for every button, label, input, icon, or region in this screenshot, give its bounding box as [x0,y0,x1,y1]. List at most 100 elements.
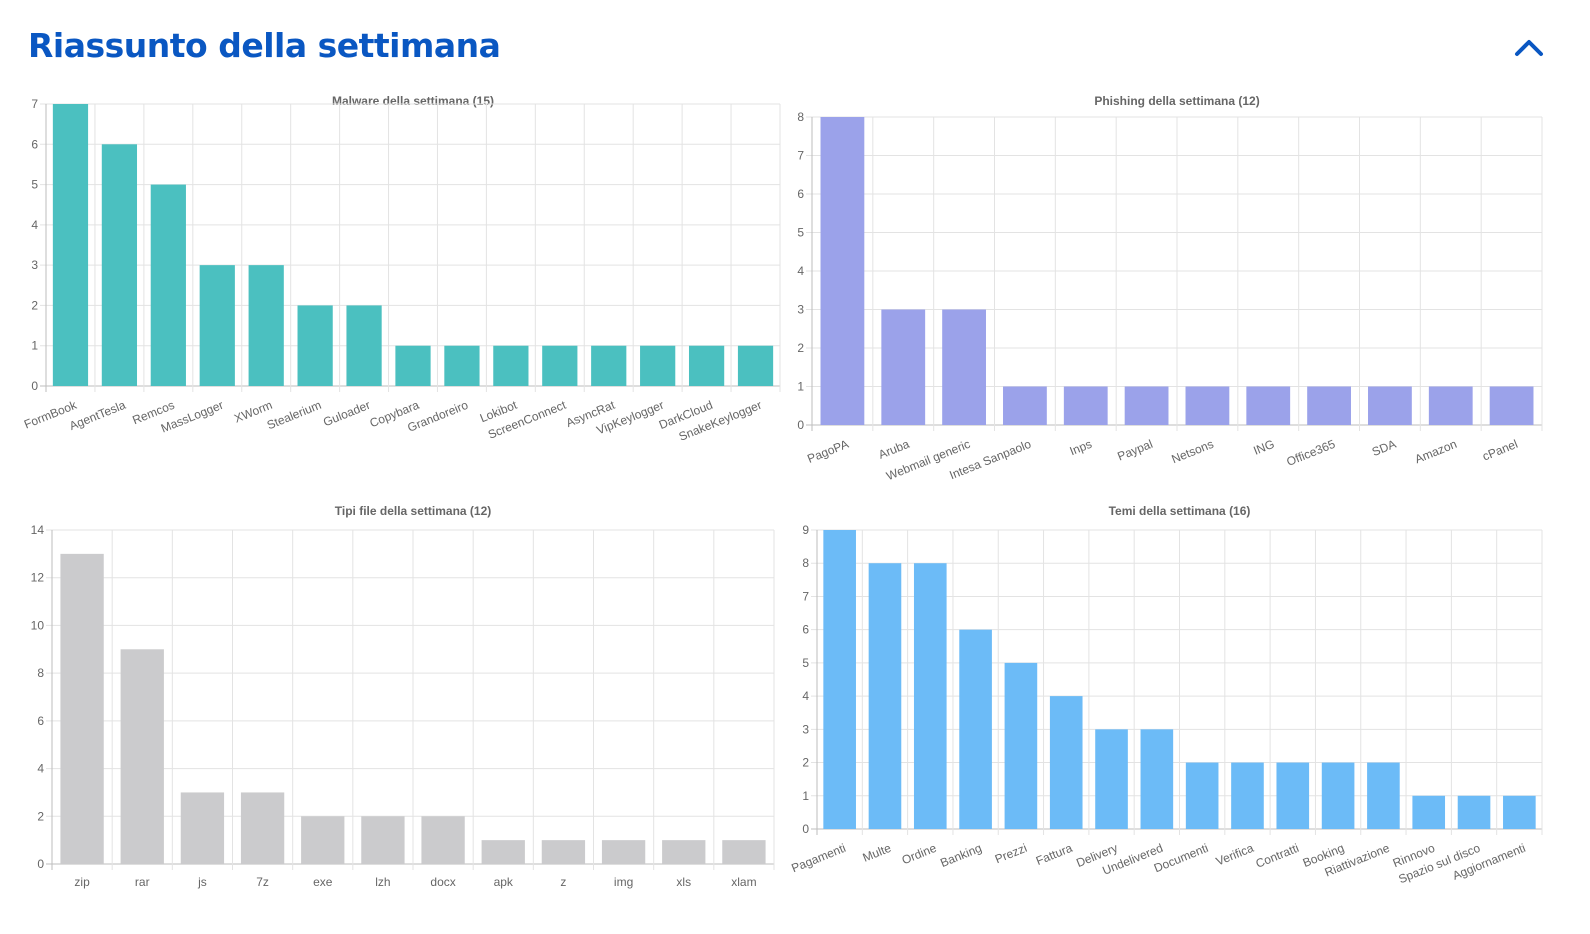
bar-masslogger [199,265,235,386]
y-tick-label: 6 [797,187,804,201]
chevron-up-icon [1515,40,1543,56]
y-tick-label: 3 [31,258,38,272]
y-tick-label: 8 [802,556,809,570]
bar-zip [60,553,104,864]
chart-svg: Phishing della settimana (12) 0 1 2 3 4 5 6 7 8 Pa… [797,94,1543,483]
bar-webmail-generic [942,309,986,425]
y-tick-label: 14 [31,523,45,537]
page-title: Riassunto della settimana [28,26,501,65]
x-tick-label: Fattura [1034,841,1075,868]
bar-js [180,792,225,864]
y-tick-label: 3 [802,722,809,736]
bar-xworm [248,265,284,386]
x-tick-label: Stealerium [265,398,323,432]
bar-verifica [1231,762,1264,829]
y-tick-label: 3 [797,303,804,317]
phishing-chart: Phishing della settimana (12) 0 1 2 3 4 5 6 7 8 Pa… [797,90,1546,490]
x-tick-label: PagoPA [805,437,850,466]
bar-ordine [913,563,947,829]
bar-pagopa [820,117,865,425]
x-tick-label: Aruba [876,437,911,462]
bar-delivery [1095,729,1128,829]
bar-multe [868,563,902,829]
x-tick-label: cPanel [1480,437,1519,464]
x-tick-label: Guloader [321,398,372,429]
y-tick-label: 9 [802,523,809,537]
bar-lzh [361,816,405,864]
x-tick-label: AgentTesla [67,398,128,433]
bar-office365 [1307,386,1351,425]
x-tick-label: lzh [375,875,390,889]
bar-apk [481,840,525,864]
y-tick-label: 2 [797,341,804,355]
x-tick-label: Verifica [1214,841,1256,869]
x-tick-label: SDA [1370,437,1398,459]
bar-contratti [1276,762,1310,829]
themes-chart: Temi della settimana (16) 0 1 2 3 4 5 6 7 8 9 Pagam… [789,500,1546,900]
bar-cpanel [1489,386,1534,425]
bar-z [541,840,586,864]
y-tick-label: 8 [37,666,44,680]
x-tick-label: img [614,875,633,889]
bar-screenconnect [542,345,578,386]
bar-agenttesla [101,144,138,386]
bar-aruba [881,309,926,425]
y-tick-label: 1 [797,380,804,394]
chart-svg: Temi della settimana (16) 0 1 2 3 4 5 6 7 8 9 Pagam… [789,504,1543,886]
bar-netsons [1185,386,1230,425]
chart-title: Malware della settimana (15) [332,94,494,108]
y-tick-label: 10 [31,618,45,632]
malware-chart: Malware della settimana (15) 0 1 2 3 4 5 6 7 Form… [22,90,784,490]
y-tick-label: 4 [802,689,809,703]
x-tick-label: Banking [938,841,983,870]
bar-fattura [1049,696,1083,829]
chart-title: Tipi file della settimana (12) [335,504,492,518]
bar-vipkeylogger [640,345,676,386]
bar-banking [959,629,992,829]
bar-xls [662,840,706,864]
chart-title: Phishing della settimana (12) [1094,94,1259,108]
y-tick-label: 2 [37,809,44,823]
bar-ing [1246,386,1291,425]
bar-rar [120,649,164,864]
bar-stealerium [297,305,333,386]
bar-sda [1368,386,1412,425]
x-tick-label: Netsons [1169,437,1215,466]
bar-riattivazione [1367,762,1400,829]
y-tick-label: 0 [31,379,38,393]
y-tick-label: 4 [31,218,38,232]
x-tick-label: zip [74,875,90,889]
bar-prezzi [1004,662,1038,829]
bar-asyncrat [591,345,627,386]
y-tick-label: 0 [802,822,809,836]
bar-img [601,840,646,864]
bar-7z [240,792,285,864]
bar-pagamenti [823,530,856,829]
chart-svg: Tipi file della settimana (12) 0 2 4 6 8 10 12 1… [31,504,775,889]
bar-rinnovo [1412,795,1446,829]
bar-paypal [1124,386,1169,425]
bar-aggiornamenti [1503,795,1536,829]
y-tick-label: 2 [31,298,38,312]
y-tick-label: 4 [37,762,44,776]
bar-inps [1063,386,1108,425]
bar-lokibot [493,345,529,386]
y-tick-label: 7 [802,589,809,603]
x-tick-label: Amazon [1413,437,1459,466]
x-tick-label: ING [1251,437,1276,458]
x-tick-label: xlam [731,875,756,889]
x-tick-label: Multe [861,841,894,865]
bar-undelivered [1140,729,1174,829]
bar-intesa-sanpaolo [1003,386,1047,425]
y-tick-label: 7 [797,149,804,163]
bar-exe [301,816,345,864]
x-tick-label: apk [494,875,514,889]
y-tick-label: 6 [802,623,809,637]
collapse-button[interactable] [1512,34,1546,60]
bar-spazio-sul-disco [1457,795,1491,829]
y-tick-label: 1 [802,789,809,803]
y-tick-label: 5 [31,178,38,192]
bar-docx [421,816,465,864]
chart-title: Temi della settimana (16) [1109,504,1251,518]
x-tick-label: js [197,875,207,889]
